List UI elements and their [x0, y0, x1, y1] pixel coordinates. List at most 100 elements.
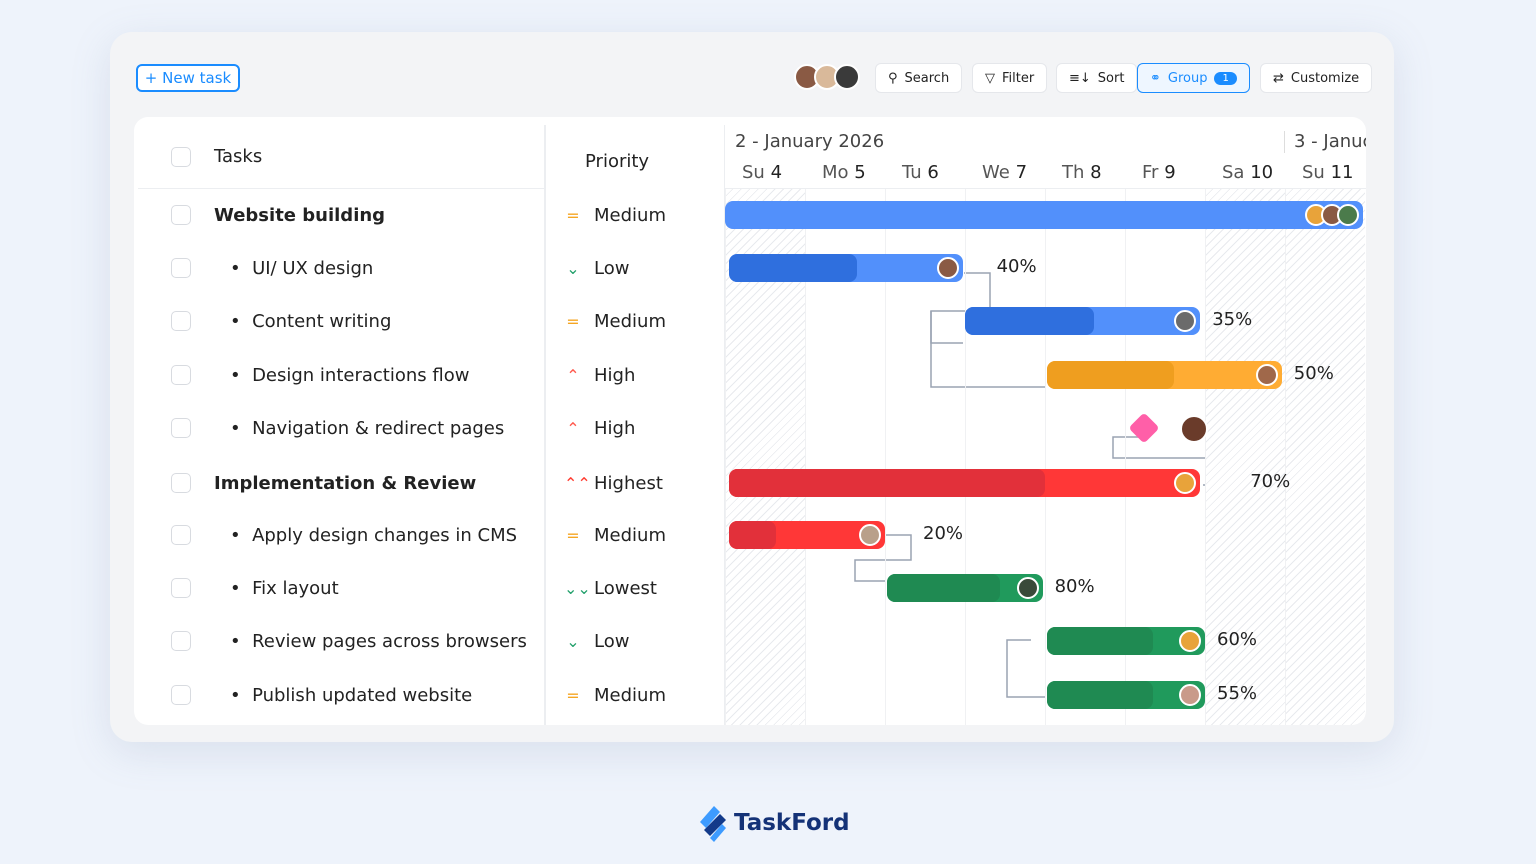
bar-progress: [1046, 361, 1174, 389]
search-button[interactable]: ⚲ Search: [875, 63, 963, 93]
priority-cell[interactable]: ⌄ Low: [564, 631, 629, 652]
group-button[interactable]: ⚭ Group 1: [1137, 63, 1250, 93]
task-row[interactable]: • Design interactions flow ⌃ High: [134, 350, 635, 400]
priority-cell[interactable]: ⌄⌄ Lowest: [564, 578, 657, 599]
day-gridline: [805, 189, 806, 725]
task-name[interactable]: • Apply design changes in CMS: [230, 524, 518, 546]
task-checkbox[interactable]: [171, 685, 191, 705]
task-bar[interactable]: [725, 201, 1363, 229]
new-task-button[interactable]: + New task: [136, 64, 240, 92]
sliders-icon: ⇄: [1273, 70, 1284, 86]
task-row[interactable]: • Publish updated website = Medium: [134, 670, 666, 720]
member-avatars[interactable]: [794, 64, 864, 92]
progress-percent: 40%: [996, 256, 1037, 277]
equals-icon: =: [566, 205, 580, 225]
filter-button[interactable]: ▽ Filter: [972, 63, 1048, 93]
divider: [138, 188, 544, 189]
task-name[interactable]: • Design interactions flow: [230, 364, 470, 386]
task-bar[interactable]: [965, 307, 1201, 335]
task-row[interactable]: Website building = Medium: [134, 190, 666, 240]
priority-label: Medium: [594, 524, 666, 546]
priority-cell[interactable]: ⌃ High: [564, 365, 635, 386]
task-checkbox[interactable]: [171, 205, 191, 225]
day-gridline: [1125, 189, 1126, 725]
priority-cell[interactable]: ⌄ Low: [564, 258, 629, 279]
progress-percent: 50%: [1293, 363, 1334, 384]
brand-logo: TaskFord: [696, 804, 850, 842]
task-bar[interactable]: [1046, 681, 1205, 709]
group-icon: ⚭: [1150, 70, 1161, 86]
dependency-link: [930, 311, 1045, 388]
avatar: [1336, 204, 1359, 226]
task-bar[interactable]: [1046, 627, 1205, 655]
task-row[interactable]: • Fix layout ⌄⌄ Lowest: [134, 563, 657, 613]
sort-button[interactable]: ≡↓ Sort: [1056, 63, 1138, 93]
task-name[interactable]: • Navigation & redirect pages: [230, 417, 505, 439]
priority-cell[interactable]: = Medium: [564, 525, 666, 546]
task-bar[interactable]: [729, 254, 963, 282]
progress-percent: 80%: [1054, 576, 1095, 597]
day-label: Th 8: [1062, 162, 1102, 183]
priority-cell[interactable]: = Medium: [564, 311, 666, 332]
task-row[interactable]: • UI/ UX design ⌄ Low: [134, 243, 629, 293]
divider: [724, 125, 725, 725]
day-label: Su 4: [742, 162, 783, 183]
select-all-checkbox[interactable]: [171, 147, 191, 167]
task-checkbox[interactable]: [171, 258, 191, 278]
priority-cell[interactable]: ⌃ High: [564, 418, 635, 439]
customize-button[interactable]: ⇄ Customize: [1260, 63, 1373, 93]
task-checkbox[interactable]: [171, 525, 191, 545]
priority-label: Low: [594, 257, 630, 279]
day-label: Sa 10: [1222, 162, 1274, 183]
progress-percent: 70%: [1250, 471, 1291, 492]
equals-icon: =: [566, 685, 580, 705]
task-row[interactable]: • Apply design changes in CMS = Medium: [134, 510, 666, 560]
task-bar[interactable]: [1046, 361, 1282, 389]
day-label: We 7: [982, 162, 1028, 183]
equals-icon: =: [566, 525, 580, 545]
weekend-shading: [1205, 189, 1285, 725]
customize-label: Customize: [1290, 70, 1360, 86]
priority-label: Medium: [594, 204, 666, 226]
avatar: [1174, 310, 1197, 332]
group-label: Group: [1167, 70, 1208, 86]
priority-cell[interactable]: ⌃⌃ Highest: [564, 473, 663, 494]
task-name[interactable]: Website building: [214, 204, 386, 226]
priority-cell[interactable]: = Medium: [564, 685, 666, 706]
task-checkbox[interactable]: [171, 578, 191, 598]
progress-percent: 60%: [1217, 629, 1258, 650]
task-name[interactable]: • Review pages across browsers: [230, 630, 527, 652]
avatar: [1180, 415, 1209, 443]
task-bar[interactable]: [729, 469, 1201, 497]
task-row[interactable]: Implementation & Review ⌃⌃ Highest: [134, 458, 663, 508]
day-label: Mo 5: [822, 162, 866, 183]
task-bar[interactable]: [729, 521, 885, 549]
task-row[interactable]: • Content writing = Medium: [134, 296, 666, 346]
priority-label: Lowest: [594, 577, 657, 599]
day-gridline: [725, 189, 726, 725]
task-checkbox[interactable]: [171, 365, 191, 385]
task-checkbox[interactable]: [171, 473, 191, 493]
avatar: [1255, 364, 1278, 386]
day-gridline: [885, 189, 886, 725]
task-row[interactable]: • Review pages across browsers ⌄ Low: [134, 616, 629, 666]
chevron-down-icon: ⌄: [566, 258, 580, 278]
day-label: Su 11: [1302, 162, 1354, 183]
task-name[interactable]: • Publish updated website: [230, 684, 473, 706]
week-label: 3 - Januc: [1294, 131, 1366, 152]
task-checkbox[interactable]: [171, 631, 191, 651]
task-name[interactable]: • UI/ UX design: [230, 257, 374, 279]
task-name[interactable]: • Content writing: [230, 310, 392, 332]
task-checkbox[interactable]: [171, 418, 191, 438]
task-bar[interactable]: [886, 574, 1043, 602]
task-name[interactable]: Implementation & Review: [214, 472, 477, 494]
gantt-panel: Tasks Priority Website building = Medium • …: [134, 117, 1366, 725]
priority-label: Medium: [594, 684, 666, 706]
double-chevron-down-icon: ⌄⌄: [564, 578, 591, 598]
task-row[interactable]: • Navigation & redirect pages ⌃ High: [134, 403, 635, 453]
avatar: [936, 257, 959, 279]
priority-label: High: [594, 417, 636, 439]
task-checkbox[interactable]: [171, 311, 191, 331]
priority-cell[interactable]: = Medium: [564, 205, 666, 226]
task-name[interactable]: • Fix layout: [230, 577, 339, 599]
